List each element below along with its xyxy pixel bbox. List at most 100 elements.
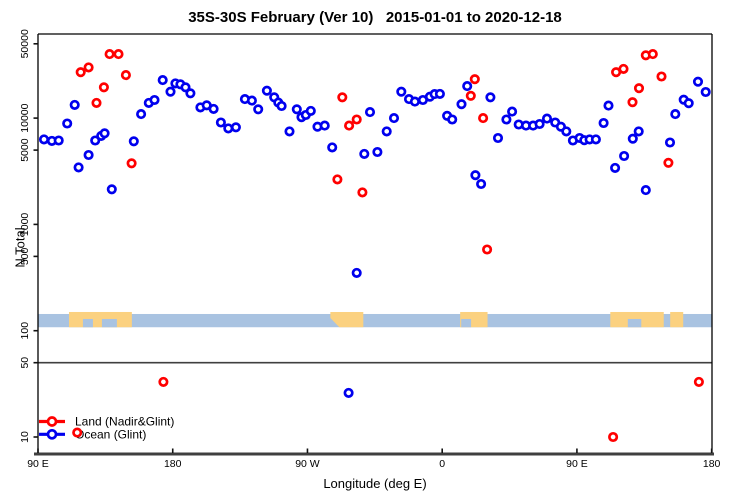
scatter-point-ocean [633, 126, 644, 137]
scatter-point-ocean [246, 95, 257, 106]
scatter-point-ocean [136, 109, 147, 120]
y-tick-label: 10000 [19, 103, 31, 132]
scatter-point-ocean [381, 126, 392, 137]
scatter-point-land [482, 244, 493, 255]
scatter-point-ocean [215, 117, 226, 128]
scatter-point-land [332, 174, 343, 185]
scatter-point-land [75, 67, 86, 78]
scatter-point-land [469, 74, 480, 85]
scatter-point-ocean [208, 103, 219, 114]
scatter-point-ocean [364, 107, 376, 118]
scatter-point-ocean [372, 146, 383, 158]
x-tick-label: 180 [164, 458, 182, 470]
scatter-point-ocean [261, 85, 272, 96]
x-tick-label: 180 [703, 458, 721, 470]
legend-row: Ocean (Glint) [39, 427, 146, 441]
scatter-point-ocean [291, 104, 302, 115]
y-tick-label: 10 [19, 431, 31, 443]
scatter-point-ocean [284, 126, 295, 137]
map-coast-notch [627, 318, 642, 328]
legend-row: Land (Nadir&Glint) [39, 415, 174, 429]
scatter-point-ocean [305, 105, 316, 116]
scatter-point-land [608, 431, 619, 443]
scatter-point-land [627, 97, 638, 108]
y-tick-label: 500 [19, 247, 31, 265]
scatter-point-ocean [670, 109, 681, 120]
scatter-point-ocean [501, 114, 512, 125]
scatter-point-ocean [180, 82, 191, 93]
scatter-point-ocean [700, 86, 711, 98]
legend-marker [46, 416, 58, 427]
series-ocean [38, 75, 711, 398]
scatter-point-land [83, 62, 94, 73]
scatter-point-ocean [62, 118, 73, 129]
y-axis-title: N Total [12, 227, 28, 268]
map-ocean-band [38, 313, 712, 328]
scatter-point-ocean [476, 178, 487, 190]
scatter-point-ocean [343, 387, 354, 398]
scatter-point-ocean [149, 94, 160, 106]
scatter-point-land [120, 70, 131, 81]
legend: Land (Nadir&Glint)Ocean (Glint) [39, 415, 174, 441]
scatter-point-land [663, 157, 674, 168]
scatter-point-land [158, 376, 169, 387]
scatter-point-ocean [83, 149, 94, 161]
scatter-point-ocean [359, 148, 370, 159]
scatter-point-ocean [610, 162, 621, 173]
scatter-point-ocean [185, 88, 196, 99]
scatter-point-ocean [351, 267, 362, 278]
scatter-point-ocean [253, 104, 264, 115]
scatter-point-land [104, 49, 115, 60]
scatter-point-land [647, 49, 658, 60]
scatter-point-ocean [319, 120, 330, 131]
x-axis-title: Longitude (deg E) [323, 476, 427, 491]
map-coast-notch [101, 318, 117, 328]
scatter-point-ocean [664, 137, 676, 148]
scatter-point-ocean [534, 118, 545, 130]
scatter-point-ocean [590, 134, 601, 145]
scatter-point-ocean [69, 99, 80, 110]
scatter-point-ocean [396, 86, 407, 97]
scatter-point-ocean [619, 150, 630, 162]
map-land-patch [68, 311, 132, 328]
y-tick-label: 50 [19, 357, 31, 369]
scatter-point-land [618, 63, 629, 74]
scatter-point-ocean [603, 100, 614, 111]
scatter-point-land [344, 120, 355, 131]
scatter-point-land [72, 427, 83, 438]
y-axis-ticks: 10 50 100 500 1000 5000 10000 50000 [19, 29, 38, 443]
scatter-point-land [337, 92, 348, 103]
x-tick-label: 0 [439, 458, 445, 470]
scatter-point-land [465, 90, 476, 101]
scatter-point-ocean [327, 142, 338, 153]
scatter-point-ocean [683, 98, 694, 109]
map-strip [38, 311, 712, 328]
scatter-point-ocean [434, 88, 445, 99]
scatter-point-ocean [462, 81, 473, 92]
scatter-point-land [656, 71, 667, 82]
series-land [72, 49, 704, 443]
scatter-point-ocean [230, 122, 241, 133]
x-tick-label: 90 W [295, 458, 320, 470]
y-tick-label: 5000 [19, 138, 31, 162]
scatter-point-land [357, 187, 368, 198]
scatter-point-ocean [627, 133, 638, 144]
legend-marker [46, 428, 58, 440]
map-coast-notch [461, 318, 472, 328]
scatter-point-ocean [388, 113, 400, 124]
scatter-point-ocean [447, 114, 458, 125]
y-tick-label: 50000 [19, 29, 31, 58]
scatter-point-ocean [485, 92, 496, 103]
scatter-point-ocean [53, 135, 64, 146]
scatter-point-land [478, 113, 489, 124]
chart-title: 35S-30S February (Ver 10) 2015-01-01 to … [188, 9, 562, 26]
scatter-point-ocean [409, 96, 420, 107]
scatter-point-ocean [99, 128, 110, 139]
map-coast-notch [82, 318, 93, 328]
scatter-point-ocean [106, 184, 117, 195]
scatter-point-ocean [640, 185, 651, 196]
scatter-point-ocean [456, 99, 467, 110]
legend-label: Land (Nadir&Glint) [75, 415, 174, 429]
scatter-point-ocean [541, 113, 553, 124]
